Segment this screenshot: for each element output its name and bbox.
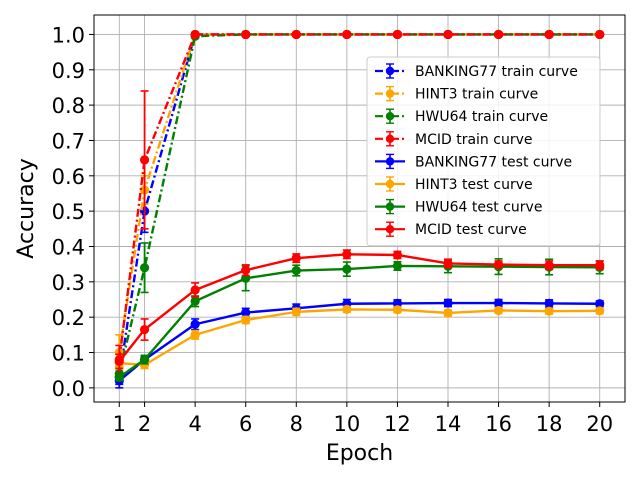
x-tick-label: 18 [536,412,563,436]
series-line [118,33,600,360]
data-point [241,307,251,318]
y-tick-label: 0.0 [52,377,85,401]
legend-entry-label: BANKING77 train curve [415,64,578,80]
y-tick-label: 0.9 [52,59,85,83]
x-tick-label: 6 [239,412,252,436]
y-tick-label: 0.5 [52,200,85,224]
data-point [241,315,251,325]
data-point [392,29,403,40]
data-point [114,372,124,382]
data-point [443,29,453,40]
legend-marker [385,157,395,166]
data-point [493,259,504,270]
data-point [139,324,150,335]
data-point [241,29,251,40]
legend-marker [385,66,395,76]
y-tick-label: 1.0 [52,23,85,47]
x-tick-label: 2 [138,412,151,436]
plot-area [114,29,605,389]
y-axis-ticks: 0.0 0.1 0.2 0.3 0.4 0.5 0.6 0.7 0.8 0.9 1.0 [52,23,94,401]
x-tick-label: 4 [188,412,201,436]
x-tick-label: 14 [435,412,462,436]
legend-entry-label: HWU64 train curve [415,109,548,125]
data-point [595,299,605,309]
legend: BANKING77 train curve HINT3 train curve HW… [366,56,601,247]
data-point [139,263,150,273]
data-point [342,304,352,315]
data-point [392,298,403,308]
data-point [544,306,554,316]
data-point [595,260,605,270]
series-3 [114,29,605,375]
data-point [139,155,150,165]
legend-marker [385,179,395,189]
data-point [190,330,200,340]
x-tick-label: 12 [384,412,411,436]
legend-entry-label: BANKING77 test curve [415,154,572,170]
y-tick-label: 0.6 [52,165,85,189]
series-line [118,33,600,353]
data-point [291,29,301,40]
data-point [544,29,554,40]
data-point [291,307,301,317]
legend-entry-label: MCID test curve [415,222,527,238]
legend-marker [385,225,395,234]
data-point [493,298,504,308]
data-point [190,296,200,306]
data-point [190,285,200,295]
x-axis-label: Epoch [326,441,393,466]
axes-frame [93,14,626,403]
legend-marker [385,202,395,211]
data-point [443,258,453,269]
legend-box [366,56,601,247]
data-point [342,264,352,274]
legend-entry-label: HINT3 test curve [415,177,533,193]
data-point [493,29,504,40]
y-axis-label: Accuracy [14,158,39,258]
x-tick-label: 1 [113,412,126,436]
y-tick-label: 0.7 [52,129,85,153]
y-tick-label: 0.2 [52,306,85,330]
data-point [544,260,554,270]
data-point [342,249,352,259]
data-point [392,261,403,271]
data-point [392,250,403,260]
x-tick-label: 20 [586,412,613,436]
data-point [342,29,352,40]
legend-entry-label: MCID train curve [415,132,532,148]
legend-marker [385,134,395,143]
legend-marker [385,89,395,98]
legend-marker [385,112,395,121]
x-tick-label: 16 [485,412,512,436]
data-point [114,356,124,366]
y-tick-label: 0.1 [52,342,85,366]
x-axis-ticks: 1 2 4 6 8 10 12 14 16 18 20 [113,402,613,436]
y-tick-label: 0.4 [52,235,85,259]
data-point [443,298,453,308]
y-tick-label: 0.8 [52,94,85,118]
legend-entry-label: HWU64 test curve [415,200,542,216]
series-7 [114,249,605,370]
data-point [190,319,200,329]
data-point [291,253,301,263]
data-point [595,29,605,40]
data-point [443,308,453,318]
x-tick-label: 8 [290,412,303,436]
data-point [139,354,150,365]
legend-entry-label: HINT3 train curve [415,87,538,103]
data-point [190,29,200,40]
data-point [392,305,403,315]
y-tick-label: 0.3 [52,271,85,295]
data-point [241,265,251,275]
data-point [595,306,605,316]
x-tick-label: 10 [333,412,360,436]
data-point [544,298,554,308]
data-point [291,265,301,276]
data-point [493,305,504,316]
